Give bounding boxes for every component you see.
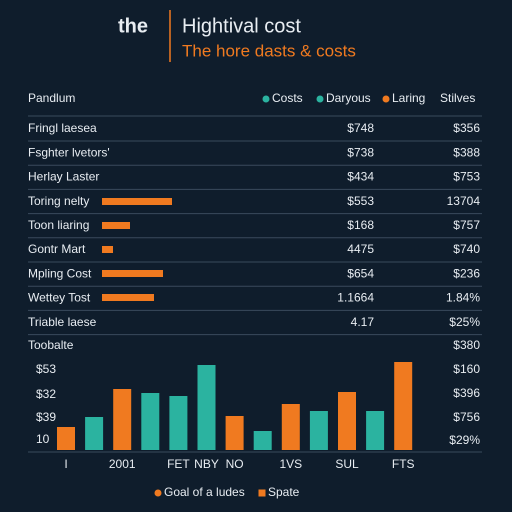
y-tick-label: $53 — [36, 362, 56, 376]
row-cost: 4.17 — [351, 315, 375, 329]
row-cost: 1.1664 — [337, 291, 374, 305]
row-cost: $654 — [347, 266, 374, 280]
y2-tick-label: $396 — [453, 386, 480, 400]
row-label: Fsghter lvetors' — [28, 145, 110, 159]
row-stilves: $25% — [449, 315, 480, 329]
legend-dot — [262, 95, 270, 103]
column-header: Laring — [392, 91, 425, 105]
bar — [225, 416, 244, 450]
y-tick-label: $39 — [36, 410, 56, 424]
bar — [113, 389, 132, 450]
bar — [141, 393, 160, 450]
row-label: Triable laese — [28, 315, 97, 329]
title: Hightival cost — [182, 15, 301, 37]
row-cost: $553 — [347, 194, 374, 208]
x-tick-label: FTS — [392, 457, 415, 471]
legend-label: Goal of a ludes — [164, 485, 245, 499]
row-cost: $748 — [347, 121, 374, 135]
legend-marker — [258, 489, 266, 497]
bar — [85, 417, 104, 450]
row-label: Toon liaring — [28, 218, 89, 232]
row-label: Wettey Tost — [28, 291, 91, 305]
row-bar — [102, 246, 113, 253]
row-label: Toring nelty — [28, 194, 89, 208]
bar — [394, 362, 413, 450]
column-header: Pandlum — [28, 91, 75, 105]
x-tick-label: NO — [226, 457, 244, 471]
row-label: Herlay Laster — [28, 170, 99, 184]
footer-label: Toobalte — [28, 338, 74, 352]
subtitle: The hore dasts & costs — [182, 41, 356, 60]
row-stilves: $356 — [453, 121, 480, 135]
logo: the — [118, 15, 148, 37]
row-cost: $434 — [347, 170, 374, 184]
bar — [309, 411, 328, 450]
row-stilves: 1.84% — [446, 291, 480, 305]
y2-tick-label: $29% — [449, 433, 480, 447]
row-stilves: $757 — [453, 218, 480, 232]
bar — [57, 427, 75, 450]
bar — [281, 404, 300, 450]
bar — [366, 411, 385, 450]
row-bar — [102, 270, 163, 277]
bar — [197, 365, 216, 450]
legend-label: Spate — [268, 485, 300, 499]
y2-tick-label: $160 — [453, 362, 480, 376]
legend-marker — [154, 489, 162, 497]
row-stilves: $753 — [453, 170, 480, 184]
row-cost: 4475 — [347, 242, 374, 256]
row-cost: $168 — [347, 218, 374, 232]
row-cost: $738 — [347, 145, 374, 159]
y2-tick-label: $756 — [453, 410, 480, 424]
row-bar — [102, 198, 172, 205]
x-tick-label: 2001 — [109, 457, 136, 471]
row-label: Mpling Cost — [28, 266, 92, 280]
bar — [253, 431, 272, 450]
row-stilves: $236 — [453, 266, 480, 280]
row-bar — [102, 294, 154, 301]
x-tick-label: I — [64, 457, 67, 471]
x-tick-label: FET — [167, 457, 190, 471]
row-stilves: $740 — [453, 242, 480, 256]
x-tick-label: NBY — [194, 457, 219, 471]
x-tick-label: SUL — [335, 457, 359, 471]
column-header: Stilves — [440, 91, 475, 105]
legend-dot — [382, 95, 390, 103]
bar — [169, 396, 188, 450]
row-label: Fringl laesea — [28, 121, 97, 135]
bar — [338, 392, 356, 450]
legend-dot — [316, 95, 324, 103]
row-label: Gontr Mart — [28, 242, 86, 256]
column-header: Daryous — [326, 91, 371, 105]
x-tick-label: 1VS — [279, 457, 302, 471]
column-header: Costs — [272, 91, 303, 105]
row-stilves: 13704 — [447, 194, 481, 208]
row-stilves: $388 — [453, 145, 480, 159]
y-tick-label: $32 — [36, 387, 56, 401]
footer-value: $380 — [453, 338, 480, 352]
row-bar — [102, 222, 130, 229]
y-tick-label: 10 — [36, 432, 50, 446]
